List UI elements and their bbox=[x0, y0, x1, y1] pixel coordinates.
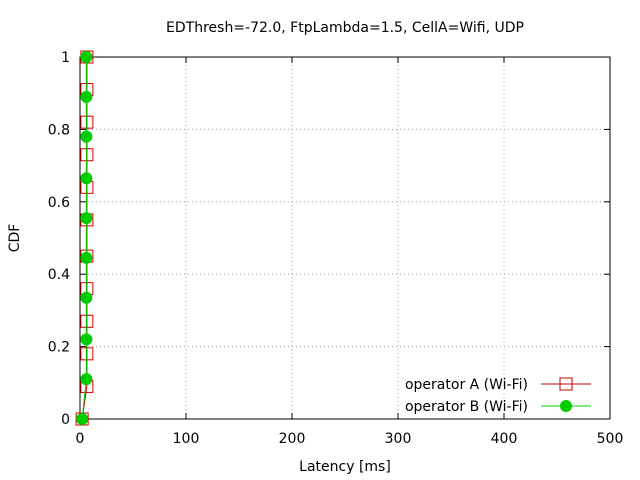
data-point bbox=[80, 51, 93, 63]
series-line bbox=[81, 57, 88, 420]
x-tick-label: 100 bbox=[173, 431, 200, 447]
y-tick-label: 0.4 bbox=[48, 267, 70, 283]
y-tick-label: 0.6 bbox=[48, 195, 70, 211]
data-point bbox=[76, 413, 89, 425]
data-point bbox=[80, 314, 94, 328]
data-point bbox=[80, 90, 93, 103]
legend-marker bbox=[559, 377, 573, 391]
data-point bbox=[80, 347, 94, 361]
data-point bbox=[80, 212, 93, 225]
x-tick-label: 0 bbox=[76, 431, 85, 447]
x-tick-label: 500 bbox=[597, 431, 624, 447]
data-point bbox=[80, 172, 93, 185]
x-tick-label: 300 bbox=[385, 431, 412, 447]
data-point bbox=[80, 251, 93, 264]
chart-title: EDThresh=-72.0, FtpLambda=1.5, CellA=Wif… bbox=[166, 20, 524, 36]
series-operator-b bbox=[76, 51, 93, 425]
legend-label: operator B (Wi-Fi) bbox=[405, 399, 528, 415]
data-point bbox=[80, 130, 93, 143]
axis-ticks: 0 100 200 300 400 500 0 0.2 0.4 0.6 0.8 1 bbox=[48, 50, 624, 447]
plot-frame bbox=[79, 56, 611, 420]
y-axis-label: CDF bbox=[7, 224, 23, 253]
y-tick-label: 1 bbox=[61, 50, 70, 66]
series-operator-a bbox=[75, 50, 94, 426]
legend-marker bbox=[560, 400, 572, 412]
series-line bbox=[81, 57, 87, 420]
grid-lines bbox=[80, 57, 610, 419]
legend-label: operator A (Wi-Fi) bbox=[405, 377, 528, 393]
data-point bbox=[80, 148, 94, 162]
series-layer bbox=[75, 50, 94, 426]
x-tick-label: 200 bbox=[279, 431, 306, 447]
y-tick-label: 0.2 bbox=[48, 340, 70, 356]
y-tick-label: 0 bbox=[61, 412, 70, 428]
legend: operator A (Wi-Fi) operator B (Wi-Fi) bbox=[405, 377, 591, 415]
data-point bbox=[80, 373, 93, 386]
data-point bbox=[80, 333, 93, 346]
x-axis-label: Latency [ms] bbox=[299, 459, 391, 475]
data-point bbox=[80, 115, 94, 129]
y-tick-label: 0.8 bbox=[48, 122, 70, 138]
x-tick-label: 400 bbox=[491, 431, 518, 447]
data-point bbox=[80, 291, 93, 304]
